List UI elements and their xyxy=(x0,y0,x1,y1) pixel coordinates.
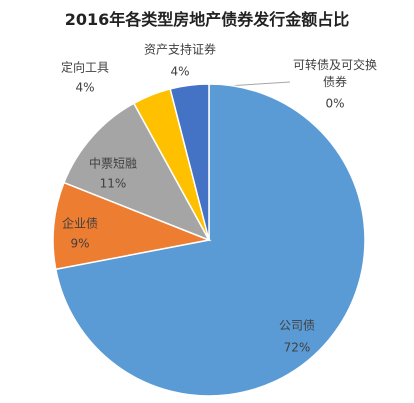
pie-slice xyxy=(52,181,212,271)
slice-value: 72% xyxy=(283,340,311,355)
pie-slice xyxy=(62,102,211,242)
slice-name: 资产支持证券 xyxy=(143,42,217,57)
chart-title: 2016年各类型房地产债券发行金额占比 xyxy=(64,10,350,29)
slice-name: 定向工具 xyxy=(60,60,110,75)
pie-slice xyxy=(169,83,210,241)
slice-name: 中票短融 xyxy=(88,156,138,171)
slice-value: 11% xyxy=(99,176,127,191)
slice-value: 4% xyxy=(170,64,190,79)
slice-name: 企业债 xyxy=(61,216,99,231)
slice-value: 4% xyxy=(75,80,95,95)
slice-name: 可转债及可交换债券 xyxy=(292,58,377,89)
slice-name: 公司债 xyxy=(278,318,316,333)
slice-value: 9% xyxy=(70,236,90,251)
slice-value: 0% xyxy=(325,96,345,111)
